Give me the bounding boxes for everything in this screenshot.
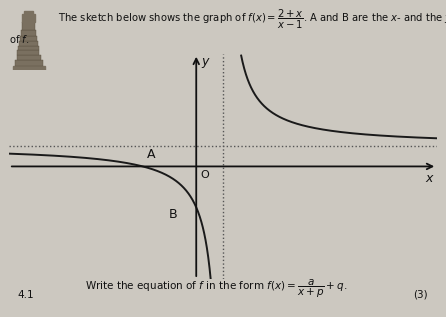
Bar: [21, 30, 36, 36]
Bar: [22, 14, 35, 22]
Text: of $f$.: of $f$.: [9, 33, 29, 45]
Bar: [18, 46, 38, 50]
Text: B: B: [169, 208, 178, 221]
Text: The sketch below shows the graph of $f(x)=\dfrac{2+x}{x-1}$. A and B are the $x$: The sketch below shows the graph of $f(x…: [58, 8, 446, 31]
Bar: [19, 41, 38, 46]
Bar: [24, 11, 33, 14]
Text: 4.1: 4.1: [18, 289, 34, 300]
Text: O: O: [200, 170, 209, 180]
Bar: [20, 36, 37, 41]
Text: x: x: [425, 172, 433, 185]
Text: Write the equation of $f$ in the form $f(x) = \dfrac{a}{x+p}+q$.: Write the equation of $f$ in the form $f…: [85, 277, 347, 300]
Bar: [17, 55, 41, 60]
Text: (3): (3): [413, 289, 428, 300]
Bar: [15, 60, 43, 66]
Bar: [17, 50, 39, 55]
Text: A: A: [147, 148, 155, 161]
Text: y: y: [201, 55, 208, 68]
Bar: [21, 22, 35, 30]
Bar: [13, 66, 45, 70]
